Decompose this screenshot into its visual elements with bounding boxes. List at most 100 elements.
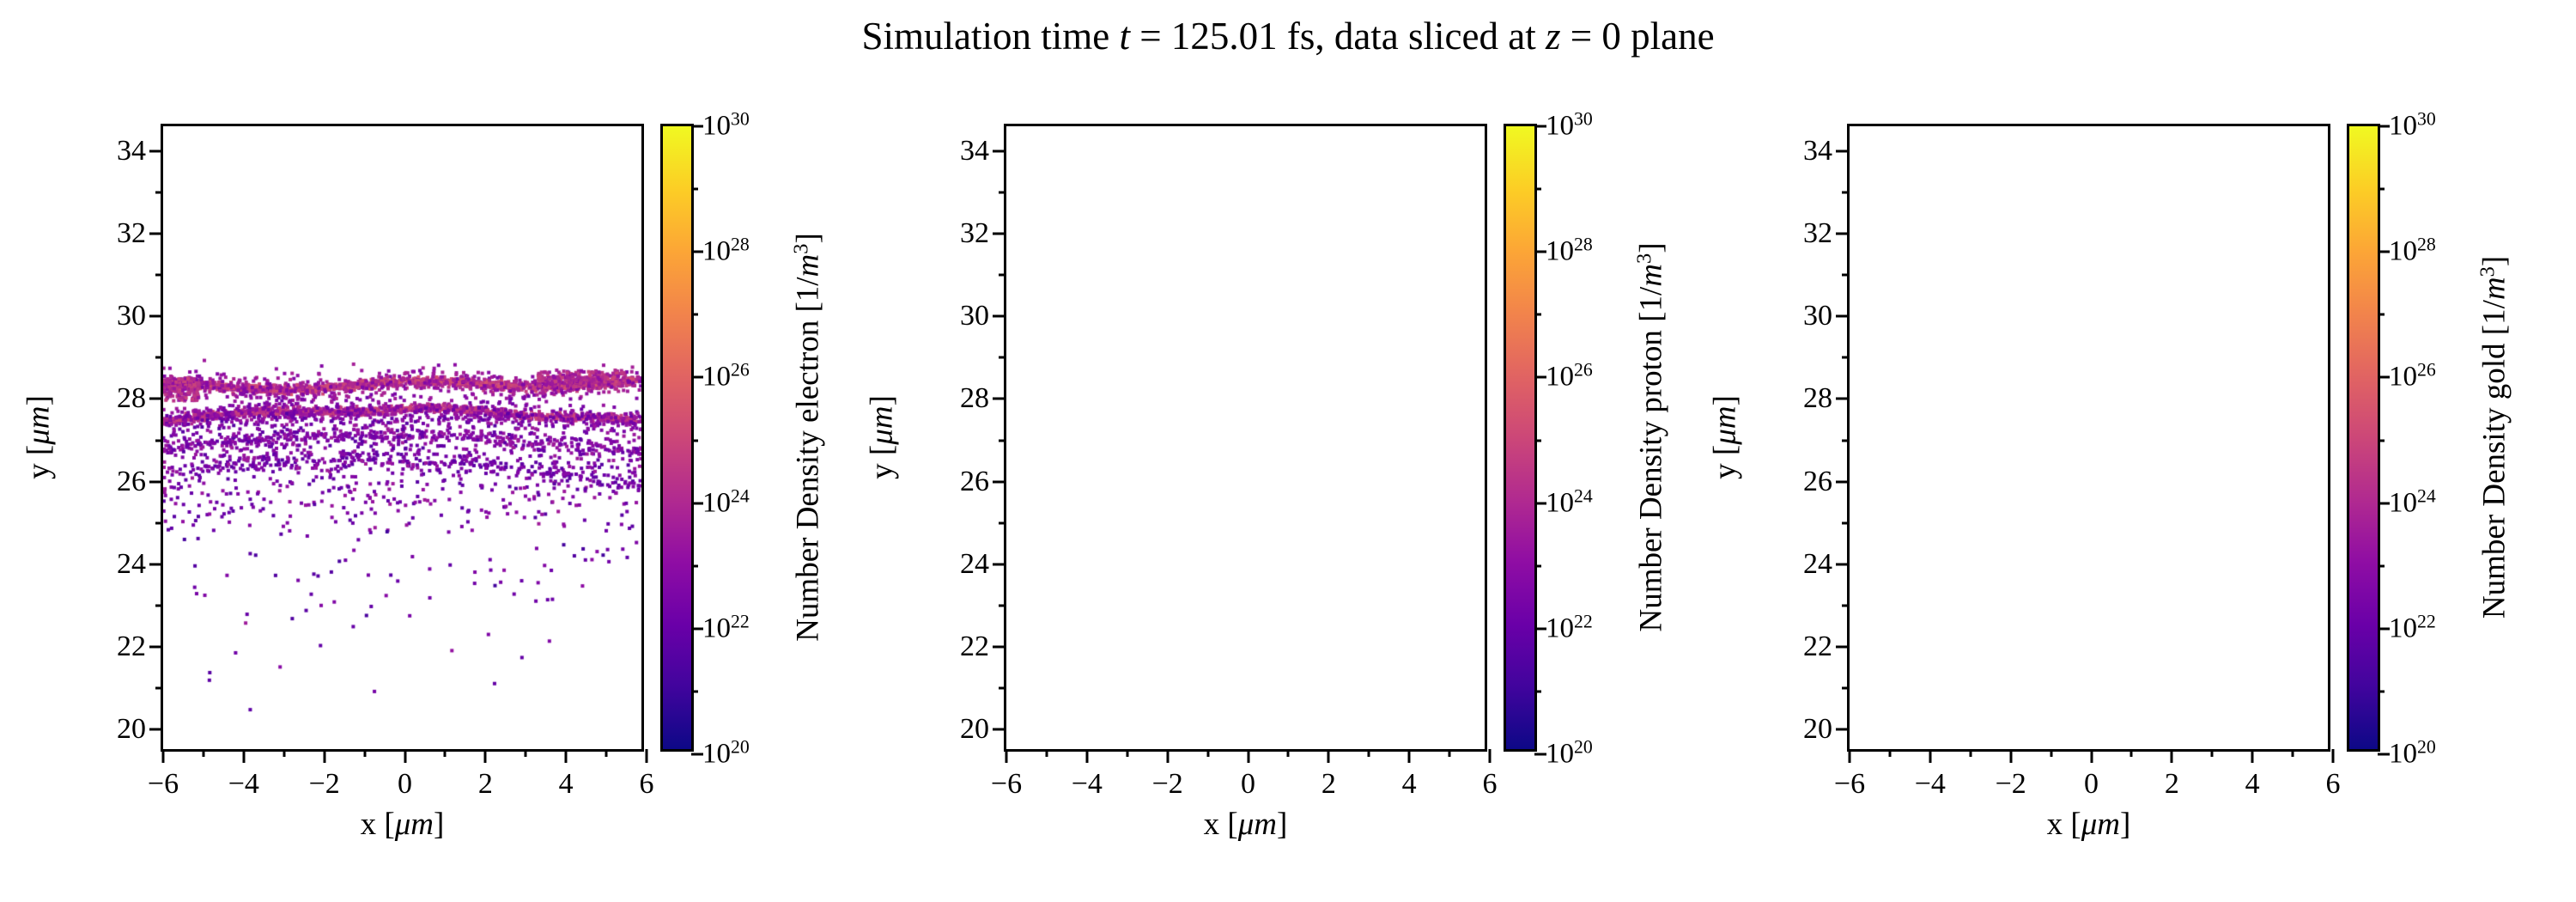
y-axis-label-text: y [ [1707, 444, 1743, 479]
colorbar-tick-base: 10 [2389, 738, 2417, 770]
x-axis-label: x [μm] [1004, 806, 1487, 843]
x-axis-label-text: x [ [2046, 807, 2081, 842]
y-major-tick [1836, 314, 1850, 318]
colorbar-tick-exponent: 22 [1574, 611, 1593, 632]
colorbar-tick-base: 10 [1546, 738, 1574, 770]
colorbar-label-symbol: m [1633, 264, 1669, 287]
x-axis-label-unit: μm [1237, 807, 1278, 842]
colorbar-tick-base: 10 [702, 110, 731, 142]
colorbar-tick-label: 1026 [1546, 360, 1593, 393]
x-major-tick [161, 749, 165, 763]
colorbar-minor-tick [691, 564, 698, 568]
x-minor-tick [443, 749, 447, 757]
colorbar-major-tick [2378, 627, 2390, 631]
x-tick-label: 6 [1482, 768, 1498, 800]
colorbar-label-text: Number Density gold [1/ [2476, 300, 2512, 619]
x-major-tick [2331, 749, 2335, 763]
y-tick-label: 26 [117, 465, 146, 497]
x-tick-label: −6 [1833, 768, 1866, 800]
x-major-tick [1929, 749, 1932, 763]
colorbar-major-tick [691, 753, 703, 756]
y-minor-tick [155, 686, 163, 690]
x-tick-label: 4 [558, 768, 574, 800]
y-major-tick [993, 728, 1006, 731]
colorbar-gold: 1020 1022 1024 1026 1028 1030 [2347, 110, 2436, 770]
colorbar-tick-exponent: 30 [731, 108, 750, 130]
y-major-tick [993, 397, 1006, 400]
x-minor-tick [1286, 749, 1290, 757]
y-minor-tick [155, 356, 163, 359]
x-axis-label-text: ] [434, 807, 445, 842]
colorbar-tick-label: 1028 [1546, 234, 1593, 268]
y-tick-label: 24 [1803, 547, 1832, 580]
title-text: = 125.01 fs, data sliced at [1129, 15, 1546, 58]
y-minor-tick [155, 191, 163, 194]
colorbar-tick-base: 10 [2389, 110, 2417, 142]
x-minor-tick [363, 749, 367, 757]
y-major-tick [149, 314, 163, 318]
colorbar-label-symbol: m [790, 253, 826, 277]
colorbar-minor-tick [2378, 564, 2385, 568]
colorbar-major-tick [691, 627, 703, 631]
colorbar-label-exponent: 3 [1632, 253, 1656, 264]
x-major-tick [1085, 749, 1089, 763]
x-major-tick [242, 749, 246, 763]
plot-area-gold: −6 −4 −2 0 2 4 6 20 22 24 26 28 30 32 34 [1803, 124, 2341, 800]
colorbar-tick-exponent: 20 [731, 736, 750, 758]
y-axis-label-text: y [ [864, 444, 900, 479]
colorbar-tick-exponent: 24 [731, 485, 750, 507]
x-minor-tick [2210, 749, 2214, 757]
x-tick-label: 6 [639, 768, 654, 800]
x-minor-tick [1448, 749, 1451, 757]
y-tick-label: 26 [1803, 465, 1832, 497]
colorbar-gradient [2349, 126, 2378, 749]
colorbar-tick-label: 1020 [702, 736, 750, 771]
colorbar-label-text: ] [790, 233, 826, 244]
colorbar-label-text: Number Density electron [1/ [790, 277, 826, 642]
colorbar-tick-label: 1030 [2389, 108, 2436, 143]
x-major-tick [1166, 749, 1170, 763]
colorbar-minor-tick [1534, 313, 1541, 316]
colorbar-tick-exponent: 28 [1574, 234, 1593, 255]
colorbar-tick-label: 1020 [2389, 738, 2436, 771]
colorbar-label-symbol: m [2476, 277, 2512, 301]
colorbar-tick-exponent: 26 [1574, 360, 1593, 381]
colorbar-major-tick [2378, 375, 2390, 379]
x-minor-tick [2050, 749, 2053, 757]
x-tick-label: −6 [147, 768, 179, 800]
y-minor-tick [1842, 521, 1850, 525]
colorbar-minor-tick [691, 187, 698, 191]
colorbar-tick-label: 1026 [702, 361, 750, 393]
colorbar-tick-base: 10 [1546, 361, 1574, 393]
colorbar-minor-tick [2378, 313, 2385, 316]
x-tick-label: −2 [308, 768, 340, 800]
x-minor-tick [2291, 749, 2294, 757]
title-math-z: z [1545, 15, 1561, 58]
y-tick-label: 30 [960, 300, 989, 332]
colorbar-minor-tick [1534, 439, 1541, 442]
colorbar-tick-label: 1020 [1546, 738, 1593, 771]
colorbar-label-text: Number Density proton [1/ [1633, 286, 1669, 632]
colorbar-tick-exponent: 26 [2417, 360, 2436, 381]
colorbar-tick-base: 10 [1546, 235, 1574, 267]
colorbar-minor-tick [2378, 439, 2385, 442]
y-tick-label: 20 [117, 713, 146, 746]
y-tick-label: 22 [1803, 630, 1832, 662]
plot-area-proton: −6 −4 −2 0 2 4 6 20 22 24 26 28 30 32 34 [960, 124, 1498, 800]
colorbar-tick-base: 10 [1546, 487, 1574, 519]
colorbar-label-exponent: 3 [789, 243, 813, 254]
colorbar-tick-base: 10 [702, 613, 731, 644]
x-major-tick [323, 749, 326, 763]
y-tick-label: 22 [960, 630, 989, 662]
x-tick-label: −2 [1151, 768, 1183, 800]
y-minor-tick [999, 191, 1006, 194]
title-math-t: t [1119, 15, 1130, 58]
colorbar-tick-exponent: 30 [2417, 108, 2436, 130]
y-axis-label: y [μm] [21, 395, 58, 479]
colorbar-tick-base: 10 [2389, 361, 2417, 393]
colorbar-major-tick [1534, 125, 1546, 128]
colorbar-major-tick [691, 502, 703, 505]
y-axis-label: y [μm] [1707, 395, 1744, 479]
colorbar-major-tick [2378, 250, 2390, 253]
